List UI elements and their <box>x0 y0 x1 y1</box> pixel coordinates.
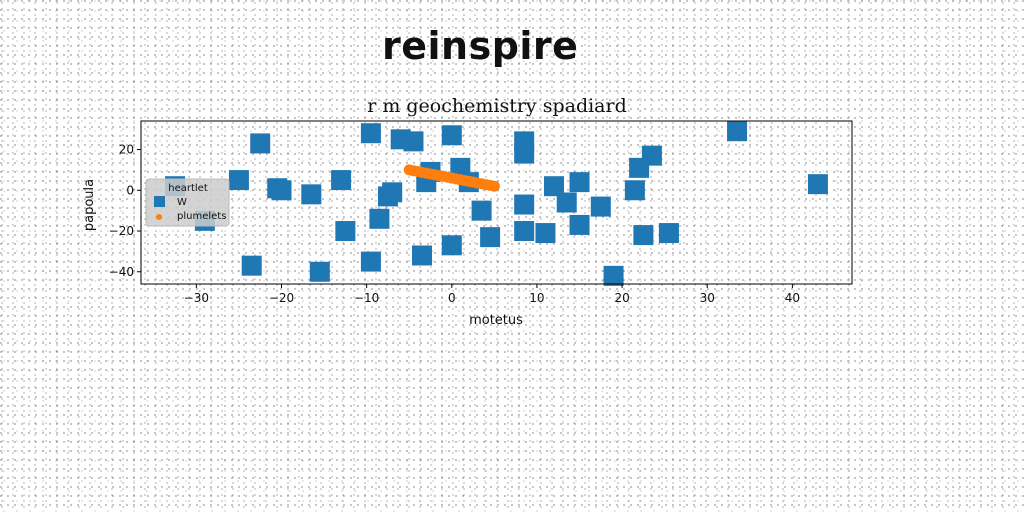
x-axis-label: motetus <box>469 313 523 328</box>
w-point <box>228 170 249 191</box>
legend-title: heartlet <box>168 183 208 194</box>
w-point <box>471 200 492 221</box>
w-point <box>535 223 556 244</box>
legend-w-marker <box>154 196 165 207</box>
legend-box <box>145 178 230 227</box>
w-point <box>633 225 654 246</box>
banner-text: reinspire <box>382 24 579 68</box>
legend-plumelets-label: plumelets <box>177 211 226 222</box>
legend-w-label: W <box>177 197 187 208</box>
y-axis-label: papoula <box>82 179 97 231</box>
axes-frame <box>140 120 853 285</box>
w-point <box>335 221 356 242</box>
chart-title: r m geochemistry spadiard <box>367 95 627 117</box>
w-point <box>543 176 564 197</box>
plumelets-point <box>488 180 500 192</box>
w-point <box>241 255 262 276</box>
axis-ticks: −30 −20 −10 0 10 20 30 40 −40 −20 0 20 <box>109 143 800 305</box>
x-tick-label: 0 <box>448 291 456 305</box>
y-tick-label: 0 <box>126 183 134 197</box>
y-tick-label: −20 <box>109 224 134 238</box>
x-tick-label: −10 <box>354 291 379 305</box>
w-point <box>569 172 590 193</box>
w-point <box>514 221 535 242</box>
w-point <box>624 180 645 201</box>
w-point <box>360 251 381 272</box>
y-tick-label: −40 <box>109 265 134 279</box>
x-tick-label: −20 <box>269 291 294 305</box>
x-tick-label: −30 <box>184 291 209 305</box>
w-point <box>807 174 828 195</box>
w-point <box>403 131 424 152</box>
w-point <box>411 245 432 266</box>
w-point <box>301 184 322 205</box>
w-point <box>556 192 577 213</box>
w-point <box>658 223 679 244</box>
w-point <box>271 180 292 201</box>
w-point <box>727 121 748 142</box>
legend-plumelets-marker <box>156 214 162 220</box>
w-point <box>360 123 381 144</box>
plot-area <box>165 121 828 286</box>
w-point <box>641 145 662 166</box>
x-tick-label: 20 <box>614 291 629 305</box>
w-point <box>369 208 390 229</box>
w-point <box>569 214 590 235</box>
w-point <box>603 265 624 286</box>
x-tick-label: 10 <box>529 291 544 305</box>
w-point <box>382 182 403 203</box>
w-point <box>590 196 611 217</box>
w-point <box>480 227 501 248</box>
w-point <box>331 170 352 191</box>
w-point <box>441 125 462 146</box>
w-point <box>514 194 535 215</box>
x-tick-label: 30 <box>700 291 715 305</box>
y-tick-label: 20 <box>119 143 134 157</box>
w-point <box>441 235 462 256</box>
w-point <box>250 133 271 154</box>
x-tick-label: 40 <box>785 291 800 305</box>
w-point <box>514 143 535 164</box>
w-point <box>309 261 330 282</box>
